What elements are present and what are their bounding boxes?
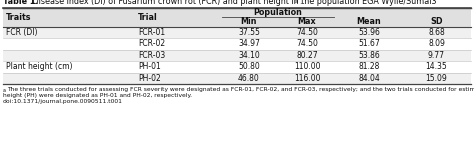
- Text: 53.96: 53.96: [358, 28, 380, 37]
- Bar: [3, 27, 471, 38]
- Text: 34.97: 34.97: [238, 39, 260, 48]
- Text: 84.04: 84.04: [358, 74, 380, 83]
- Text: PH-02: PH-02: [138, 74, 161, 83]
- Text: 53.86: 53.86: [358, 51, 380, 60]
- Text: Max: Max: [298, 17, 316, 26]
- Text: 15.09: 15.09: [426, 74, 447, 83]
- Text: FCR-02: FCR-02: [138, 39, 165, 48]
- Text: 116.00: 116.00: [294, 74, 320, 83]
- Text: The three trials conducted for assessing FCR severity were designated as FCR-01,: The three trials conducted for assessing…: [7, 87, 474, 93]
- Text: Min: Min: [241, 17, 257, 26]
- Text: Mean: Mean: [356, 17, 382, 26]
- Text: height (PH) were designated as PH-01 and PH-02, respectively.: height (PH) were designated as PH-01 and…: [3, 93, 192, 98]
- Text: 50.80: 50.80: [238, 62, 260, 71]
- Text: 81.28: 81.28: [358, 62, 380, 71]
- Text: doi:10.1371/journal.pone.0090511.t001: doi:10.1371/journal.pone.0090511.t001: [3, 99, 123, 104]
- Text: 8.09: 8.09: [428, 39, 445, 48]
- Text: Trial: Trial: [138, 13, 158, 21]
- Text: Traits: Traits: [6, 13, 31, 21]
- Text: 34.10: 34.10: [238, 51, 260, 60]
- Text: a: a: [295, 0, 299, 4]
- Text: 51.67: 51.67: [358, 39, 380, 48]
- Text: 74.50: 74.50: [296, 39, 318, 48]
- Text: SD: SD: [430, 17, 443, 26]
- Text: Disease index (DI) of Fusarium crown rot (FCR) and plant height in the populatio: Disease index (DI) of Fusarium crown rot…: [30, 0, 437, 6]
- Text: FCR-03: FCR-03: [138, 51, 165, 60]
- Text: 37.55: 37.55: [238, 28, 260, 37]
- Bar: [3, 38, 471, 49]
- Bar: [3, 7, 471, 27]
- Text: 8.68: 8.68: [428, 28, 445, 37]
- Text: Population: Population: [254, 8, 302, 17]
- Text: 9.77: 9.77: [428, 51, 445, 60]
- Text: 14.35: 14.35: [426, 62, 447, 71]
- Text: FCR (DI): FCR (DI): [6, 28, 37, 37]
- Text: PH-01: PH-01: [138, 62, 161, 71]
- Text: Plant height (cm): Plant height (cm): [6, 62, 73, 71]
- Text: a: a: [3, 87, 6, 93]
- Text: 74.50: 74.50: [296, 28, 318, 37]
- Text: .: .: [299, 0, 301, 6]
- Text: 110.00: 110.00: [294, 62, 320, 71]
- Bar: [3, 61, 471, 73]
- Text: Table 1.: Table 1.: [3, 0, 38, 6]
- Text: FCR-01: FCR-01: [138, 28, 165, 37]
- Text: 80.27: 80.27: [296, 51, 318, 60]
- Bar: [3, 49, 471, 61]
- Bar: [3, 73, 471, 84]
- Text: 46.80: 46.80: [238, 74, 260, 83]
